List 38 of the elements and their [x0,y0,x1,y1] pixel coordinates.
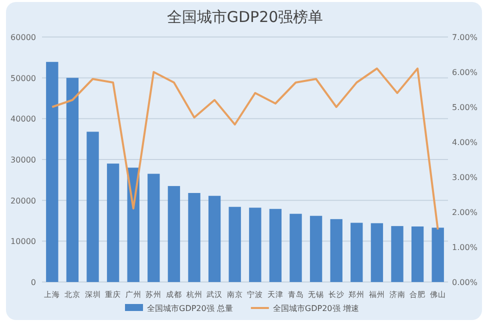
bar [86,132,99,282]
bar [350,222,363,282]
bar [370,223,384,282]
bar [432,228,444,282]
y2-tick-label: 4.00% [452,138,478,147]
bar [391,226,404,282]
bar [249,208,262,282]
y-tick-label: 10000 [10,237,36,246]
y-tick-label: 0 [30,278,36,287]
y2-tick-label: 0.00% [452,278,478,287]
bar [66,78,79,282]
bar [290,214,302,282]
bar [168,186,180,282]
chart-title: 全国城市GDP20强榜单 [166,8,324,26]
y-tick-label: 50000 [10,74,36,83]
bar [46,62,58,282]
y2-tick-label: 5.00% [452,103,478,112]
line-series [51,68,439,230]
y2-tick-label: 6.00% [452,68,478,77]
bar [330,219,342,282]
y-tick-label: 40000 [10,114,36,124]
bar [411,226,424,282]
legend-label: 全国城市GDP20强 总量 [147,304,233,313]
y2-tick-label: 2.00% [452,208,478,217]
bar [228,206,241,282]
y2-tick-label: 7.00% [452,33,478,42]
bar [269,208,282,282]
y2-tick-label: 3.00% [452,173,478,182]
bar [310,216,322,282]
y2-tick-label: 1.00% [452,243,478,252]
bar [106,164,120,282]
y-tick-label: 30000 [10,156,36,164]
bar [208,196,221,282]
bar [188,192,200,282]
bar [148,174,160,282]
y-tick-label: 20000 [10,196,36,206]
legend-label: 全国城市GDP20强 增速 [272,304,359,313]
y-tick-label: 60000 [10,33,36,42]
